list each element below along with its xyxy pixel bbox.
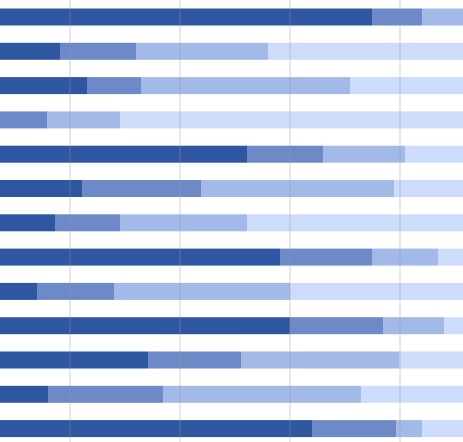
bar-segment [0,8,372,26]
bar-segment [120,214,247,232]
bar-segment [438,248,463,266]
bar-segment [120,111,463,129]
bar-segment [444,317,463,335]
bar-segment [0,145,247,163]
bar-segment [372,248,438,266]
bar-segment [405,145,463,163]
bar-segment [0,111,47,129]
bar-segment [0,214,55,232]
bar-segment [55,214,120,232]
bar-segment [399,351,463,369]
bar-segment [312,420,396,438]
bar-segment [350,77,463,95]
bar-segment [247,145,323,163]
bar-segment [396,420,422,438]
bar-segment [0,42,60,60]
bar-segment [422,420,463,438]
bar-segment [0,317,290,335]
bar-segment [163,385,361,403]
bar-segment [114,282,290,300]
bar-segment [383,317,444,335]
bar-segment [0,77,87,95]
bar-segment [290,317,383,335]
bar-segment [0,282,37,300]
bar-segment [268,42,463,60]
bar-segment [0,385,48,403]
bar-segment [87,77,141,95]
bar-segment [148,351,241,369]
bar-segment [280,248,372,266]
bar-segment [422,8,463,26]
bar-segment [48,385,163,403]
bar-segment [47,111,120,129]
bar-segment [60,42,136,60]
bar-segment [82,180,201,197]
bar-segment [0,420,312,438]
bar-segment [290,282,463,300]
bar-segment [141,77,350,95]
bar-segment [372,8,422,26]
bar-segment [361,385,463,403]
bar-segment [394,180,463,197]
bar-segment [323,145,405,163]
bar-segment [136,42,268,60]
bar-segment [0,351,148,369]
bar-segment [0,248,280,266]
bar-segment [201,180,394,197]
bar-segment [0,180,82,197]
bar-segment [37,282,114,300]
bar-segment [247,214,463,232]
bar-segment [241,351,399,369]
